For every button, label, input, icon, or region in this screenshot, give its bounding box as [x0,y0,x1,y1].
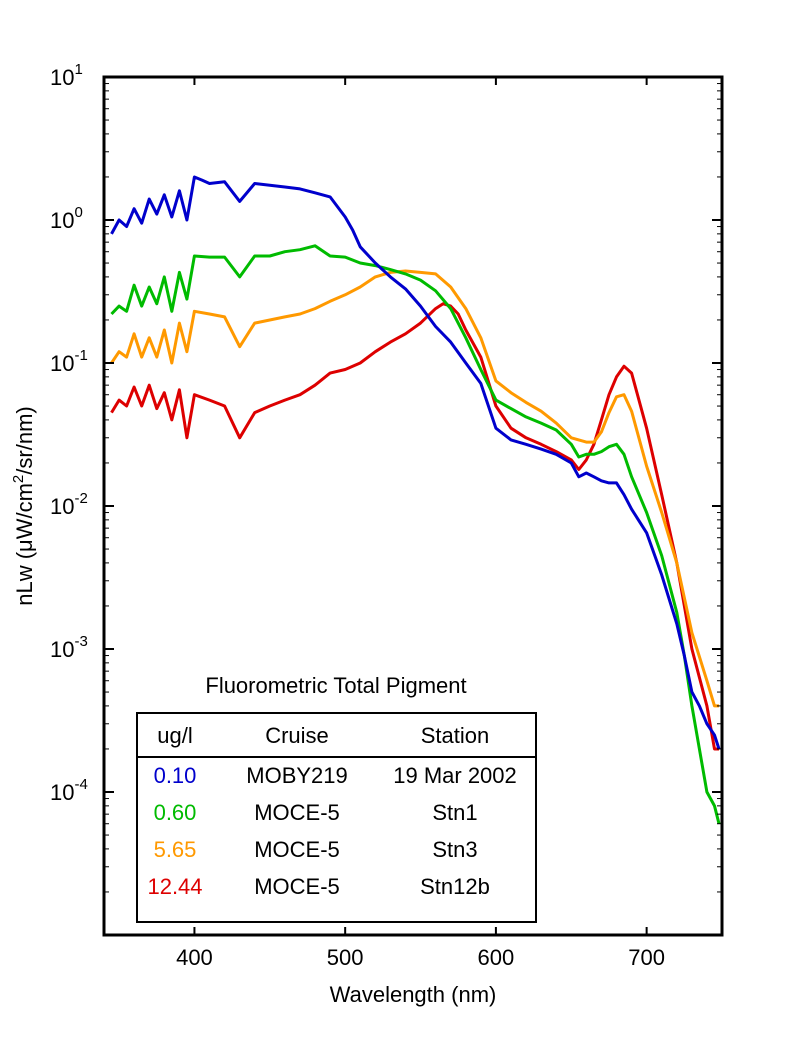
y-tick-label-2: 10-1 [50,347,88,376]
y-axis-label-suffix: /sr/nm) [12,406,37,474]
x-tick-label-0: 400 [176,945,213,970]
y-tick-label-1: 100 [50,204,83,233]
legend-title: Fluorometric Total Pigment [205,673,466,698]
x-axis-label: Wavelength (nm) [330,982,497,1007]
y-axis-label-sup: 2 [10,475,27,483]
legend-header-cruise: Cruise [265,723,329,748]
series-line-1 [110,244,721,825]
legend-value-0: 0.10 [154,763,197,788]
x-tick-label-1: 500 [327,945,364,970]
y-tick-label-4: 10-3 [50,633,88,662]
legend-value-1: 0.60 [154,800,197,825]
legend-cruise-3: MOCE-5 [254,874,340,899]
y-axis-label: nLw (μW/cm2/sr/nm) [10,406,37,605]
legend-cruise-2: MOCE-5 [254,837,340,862]
legend-station-3: Stn12b [420,874,490,899]
legend-rows: 0.10 MOBY219 19 Mar 2002 0.60 MOCE-5 Stn1 5.65… [147,763,516,899]
y-tick-label-0: 101 [50,61,83,90]
legend-value-2: 5.65 [154,837,197,862]
legend-box [136,712,537,923]
series-line-2 [110,269,719,708]
legend-header-station: Station [421,723,490,748]
legend-cruise-1: MOCE-5 [254,800,340,825]
legend-station-1: Stn1 [432,800,477,825]
x-tick-label-3: 700 [628,945,665,970]
legend-header-value: ug/l [157,723,192,748]
legend-station-0: 19 Mar 2002 [393,763,517,788]
legend-station-2: Stn3 [432,837,477,862]
tick-layer: 400 500 600 700 101 100 10-1 10-2 10-3 10-4 [50,61,722,970]
y-tick-label-5: 10-4 [50,776,88,805]
series-layer [110,175,721,825]
legend: Fluorometric Total Pigment ug/l Cruise S… [136,673,537,923]
y-tick-label-3: 10-2 [50,490,88,519]
y-axis-label-prefix: nLw (μW/cm [12,483,37,606]
x-tick-label-2: 600 [478,945,515,970]
series-line-0 [110,175,721,750]
legend-cruise-0: MOBY219 [246,763,348,788]
legend-value-3: 12.44 [147,874,202,899]
